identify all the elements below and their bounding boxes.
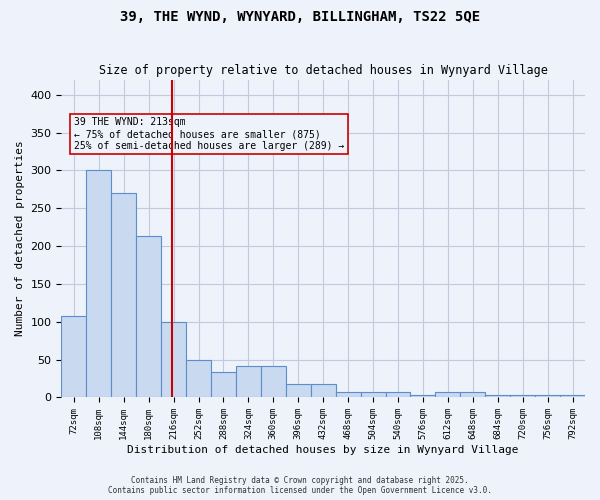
Bar	[361, 392, 386, 398]
Bar	[386, 392, 410, 398]
Bar	[261, 366, 286, 398]
Bar	[286, 384, 311, 398]
Bar	[161, 322, 186, 398]
Bar	[460, 392, 485, 398]
Bar	[485, 395, 510, 398]
Text: 39, THE WYND, WYNYARD, BILLINGHAM, TS22 5QE: 39, THE WYND, WYNYARD, BILLINGHAM, TS22 …	[120, 10, 480, 24]
X-axis label: Distribution of detached houses by size in Wynyard Village: Distribution of detached houses by size …	[127, 445, 519, 455]
Title: Size of property relative to detached houses in Wynyard Village: Size of property relative to detached ho…	[99, 64, 548, 77]
Bar	[111, 193, 136, 398]
Bar	[86, 170, 111, 398]
Bar	[410, 395, 436, 398]
Bar	[560, 395, 585, 398]
Y-axis label: Number of detached properties: Number of detached properties	[15, 140, 25, 336]
Bar	[186, 360, 211, 398]
Bar	[236, 366, 261, 398]
Text: 39 THE WYND: 213sqm
← 75% of detached houses are smaller (875)
25% of semi-detac: 39 THE WYND: 213sqm ← 75% of detached ho…	[74, 118, 344, 150]
Bar	[436, 392, 460, 398]
Bar	[335, 392, 361, 398]
Bar	[211, 372, 236, 398]
Bar	[535, 395, 560, 398]
Bar	[311, 384, 335, 398]
Bar	[136, 236, 161, 398]
Bar	[510, 395, 535, 398]
Bar	[61, 316, 86, 398]
Text: Contains HM Land Registry data © Crown copyright and database right 2025.
Contai: Contains HM Land Registry data © Crown c…	[108, 476, 492, 495]
